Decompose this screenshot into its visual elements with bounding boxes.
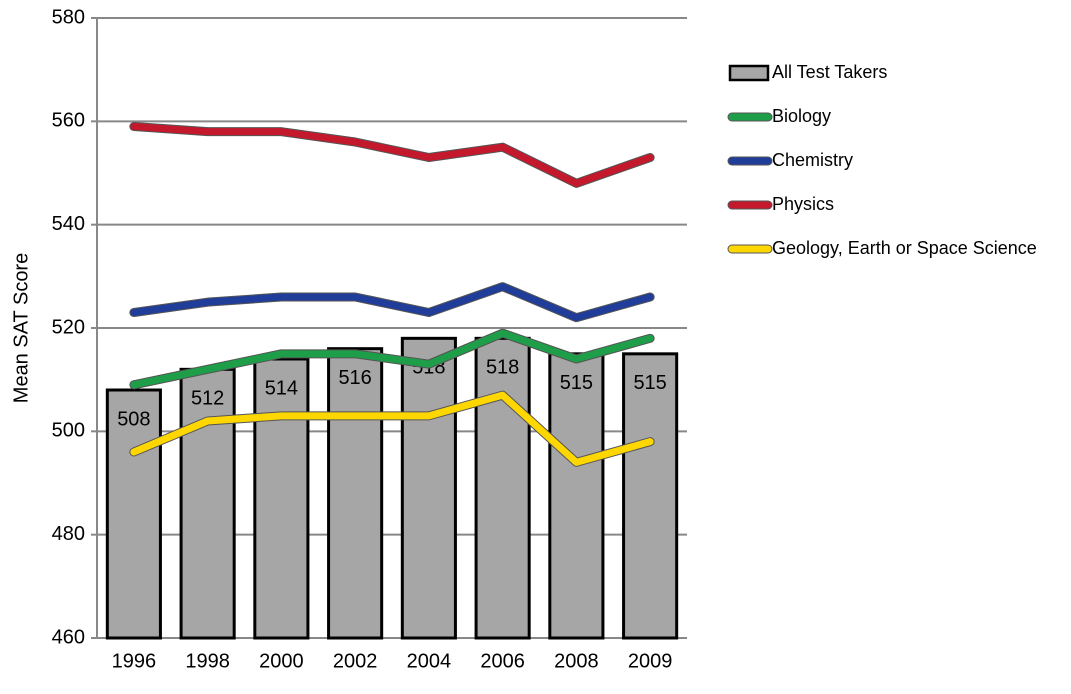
y-tick-label: 520 xyxy=(52,316,85,338)
bar xyxy=(253,357,310,640)
bar xyxy=(400,336,457,640)
x-tick-label: 2009 xyxy=(628,650,673,672)
legend-label: Chemistry xyxy=(772,150,853,170)
bar xyxy=(179,367,236,640)
x-tick-label: 2002 xyxy=(333,650,378,672)
data-label: 508 xyxy=(117,408,150,430)
bar xyxy=(548,352,605,640)
x-tick-label: 1998 xyxy=(185,650,230,672)
line xyxy=(130,391,654,466)
x-tick-label: 2008 xyxy=(554,650,599,672)
y-tick-label: 560 xyxy=(52,110,85,132)
legend: All Test Takers Biology Chemistry Physics Ge… xyxy=(727,62,1037,258)
x-tick-label: 2000 xyxy=(259,650,304,672)
y-tick-label: 480 xyxy=(52,523,85,545)
x-tick-label: 2004 xyxy=(407,650,452,672)
y-tick-label: 540 xyxy=(52,213,85,235)
data-label: 514 xyxy=(265,377,298,399)
y-tick-label: 460 xyxy=(52,626,85,648)
y-tick-label: 580 xyxy=(52,6,85,28)
y-tick-label: 500 xyxy=(52,420,85,442)
legend-label: Biology xyxy=(772,106,831,126)
data-label: 516 xyxy=(338,367,371,389)
x-tick-label: 2006 xyxy=(480,650,525,672)
legend-label: Physics xyxy=(772,194,834,214)
legend-label: All Test Takers xyxy=(772,62,887,82)
x-tick-label: 1996 xyxy=(112,650,157,672)
legend-label: Geology, Earth or Space Science xyxy=(772,238,1037,258)
bar xyxy=(622,352,679,640)
data-label: 515 xyxy=(560,372,593,394)
data-label: 515 xyxy=(633,372,666,394)
y-axis-title: Mean SAT Score xyxy=(10,253,32,403)
bar xyxy=(474,336,531,640)
line xyxy=(130,329,654,389)
line xyxy=(130,283,654,322)
bar xyxy=(105,388,162,640)
line xyxy=(130,123,654,187)
bar xyxy=(327,347,384,640)
legend-swatch xyxy=(728,64,770,82)
data-label: 512 xyxy=(191,388,224,410)
data-label: 518 xyxy=(486,357,519,379)
